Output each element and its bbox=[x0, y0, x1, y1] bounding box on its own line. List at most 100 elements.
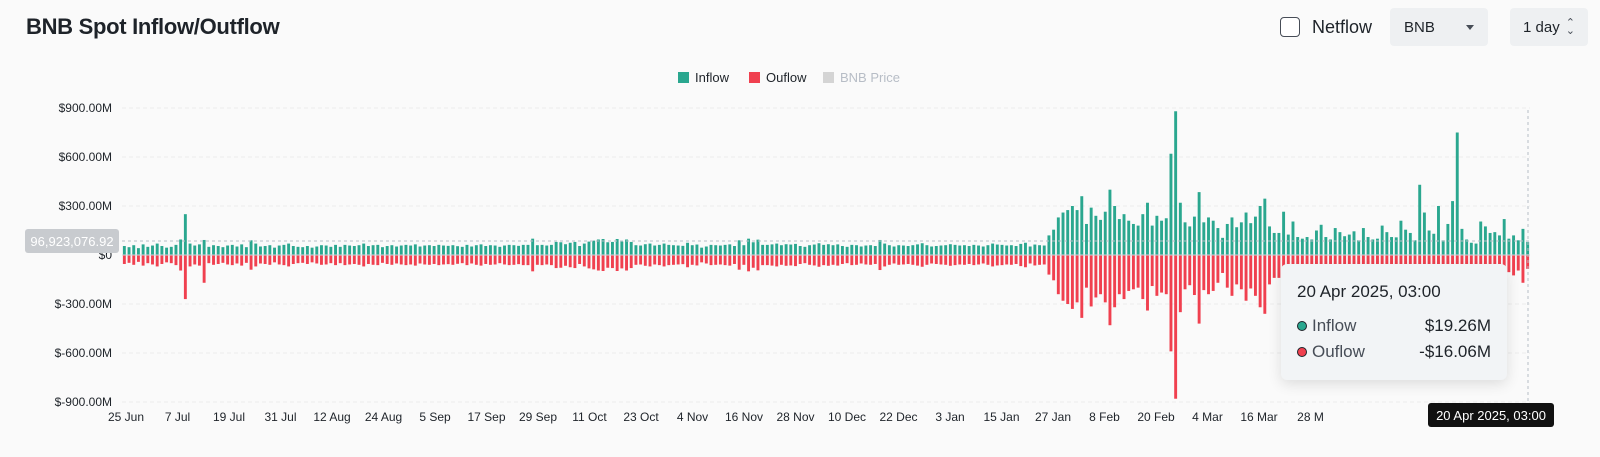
inflow-bar bbox=[1390, 237, 1394, 255]
outflow-bar bbox=[930, 255, 934, 264]
outflow-bar bbox=[301, 255, 305, 263]
inflow-bar bbox=[822, 244, 826, 255]
outflow-bar bbox=[864, 255, 868, 265]
inflow-bar bbox=[1099, 219, 1103, 255]
inflow-bar bbox=[230, 244, 234, 255]
inflow-bar bbox=[160, 246, 164, 255]
inflow-bar bbox=[1085, 223, 1088, 255]
inflow-bar bbox=[1272, 232, 1276, 255]
outflow-bar bbox=[986, 255, 990, 265]
outflow-bar bbox=[334, 255, 338, 266]
inflow-bar bbox=[1235, 227, 1239, 255]
inflow-bar bbox=[892, 246, 896, 255]
inflow-bar bbox=[254, 243, 258, 255]
outflow-bar bbox=[639, 255, 643, 265]
inflow-bar bbox=[794, 243, 797, 255]
inflow-bar bbox=[1488, 232, 1492, 255]
inflow-bar bbox=[320, 245, 323, 255]
outflow-bar bbox=[944, 255, 948, 265]
outflow-bar bbox=[287, 255, 291, 267]
inflow-bar bbox=[183, 214, 187, 255]
outflow-bar bbox=[535, 255, 539, 265]
outflow-bar bbox=[451, 255, 455, 265]
x-tick-label: 16 Nov bbox=[725, 410, 763, 424]
netflow-checkbox[interactable] bbox=[1279, 17, 1300, 37]
outflow-bar bbox=[188, 255, 192, 267]
inflow-bar bbox=[1460, 228, 1464, 255]
inflow-bar bbox=[446, 245, 450, 255]
flow-chart[interactable]: $900.00M$600.00M$300.00M$0$-300.00M$-600… bbox=[0, 60, 1600, 457]
tooltip-inflow-label: Inflow bbox=[1312, 316, 1357, 335]
outflow-bar bbox=[1085, 255, 1088, 288]
inflow-bar bbox=[362, 243, 366, 255]
inflow-bar bbox=[127, 247, 131, 255]
inflow-bar bbox=[409, 245, 413, 255]
inflow-bar bbox=[258, 246, 262, 255]
inflow-bar bbox=[779, 245, 783, 255]
outflow-bar bbox=[460, 255, 464, 264]
inflow-bar bbox=[1244, 212, 1248, 255]
inflow-bar bbox=[1418, 184, 1422, 255]
inflow-bar bbox=[986, 245, 990, 255]
outflow-bar bbox=[212, 255, 215, 265]
outflow-bar bbox=[1183, 255, 1187, 290]
outflow-bar bbox=[1394, 255, 1398, 273]
outflow-bar bbox=[906, 255, 910, 264]
inflow-bar bbox=[897, 245, 901, 255]
outflow-bar bbox=[723, 255, 727, 266]
chart-tooltip: 20 Apr 2025, 03:00 Inflow $19.26M Ouflow… bbox=[1281, 264, 1507, 380]
x-tick-label: 24 Aug bbox=[365, 410, 402, 424]
legend-label: Ouflow bbox=[766, 70, 807, 85]
inflow-bar bbox=[629, 241, 633, 255]
outflow-bar bbox=[1009, 255, 1013, 265]
x-tick-label: 17 Sep bbox=[467, 410, 505, 424]
netflow-label: Netflow bbox=[1311, 16, 1372, 37]
outflow-bar bbox=[728, 255, 732, 266]
outflow-bar bbox=[1207, 255, 1210, 295]
outflow-bar bbox=[892, 255, 896, 264]
inflow-bar bbox=[686, 242, 690, 255]
inflow-bar bbox=[1070, 206, 1074, 255]
inflow-bar bbox=[564, 244, 567, 255]
outflow-bar bbox=[714, 255, 718, 265]
inflow-bar bbox=[751, 242, 755, 255]
outflow-bar bbox=[385, 255, 389, 264]
outflow-bar bbox=[1056, 255, 1060, 295]
inflow-bar bbox=[357, 245, 361, 255]
inflow-bar bbox=[808, 245, 812, 255]
inflow-bar bbox=[329, 246, 333, 255]
x-tick-label: 20 Feb bbox=[1137, 410, 1175, 424]
inflow-bar bbox=[352, 246, 356, 255]
inflow-bar bbox=[1441, 240, 1445, 255]
outflow-dot-icon bbox=[1297, 347, 1307, 357]
period-select[interactable]: 1 day ⌃ ⌄ bbox=[1510, 8, 1588, 46]
outflow-bar bbox=[1136, 255, 1140, 288]
inflow-bar bbox=[282, 244, 286, 255]
asset-select[interactable]: BNB bbox=[1390, 8, 1488, 46]
inflow-bar bbox=[944, 245, 948, 255]
inflow-bar bbox=[1052, 229, 1056, 255]
inflow-bar bbox=[540, 244, 544, 255]
outflow-bar bbox=[366, 255, 370, 264]
outflow-bar bbox=[169, 255, 173, 264]
inflow-bar bbox=[948, 244, 952, 255]
inflow-bar bbox=[1202, 222, 1206, 255]
outflow-bar bbox=[831, 255, 835, 265]
netflow-toggle[interactable]: Netflow bbox=[1279, 16, 1372, 38]
outflow-bar bbox=[859, 255, 863, 264]
outflow-bar bbox=[503, 255, 506, 265]
inflow-bar bbox=[442, 245, 445, 255]
outflow-bar bbox=[1089, 255, 1093, 307]
outflow-bar bbox=[179, 255, 183, 271]
outflow-bar bbox=[1019, 255, 1023, 267]
inflow-bar bbox=[681, 245, 685, 255]
outflow-bar bbox=[465, 255, 469, 266]
outflow-bar bbox=[348, 255, 352, 265]
outflow-bar bbox=[625, 255, 628, 271]
outflow-bar bbox=[779, 255, 783, 265]
outflow-bar bbox=[897, 255, 901, 265]
inflow-bar bbox=[1263, 198, 1267, 255]
outflow-bar bbox=[737, 255, 741, 270]
inflow-bar bbox=[1028, 246, 1032, 255]
outflow-bar bbox=[282, 255, 286, 266]
